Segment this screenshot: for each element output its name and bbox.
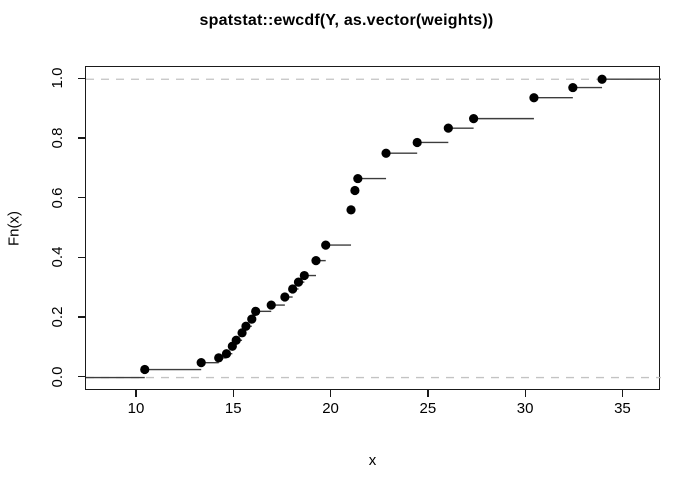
x-axis-tick — [427, 390, 429, 397]
data-point — [597, 74, 607, 84]
y-axis-tick-label: 0.0 — [49, 366, 66, 387]
data-point — [350, 185, 360, 196]
x-axis-tick-label: 35 — [614, 400, 631, 417]
data-point — [321, 240, 331, 250]
data-point — [346, 205, 356, 215]
y-axis-tick — [78, 375, 85, 378]
y-axis-tick — [78, 316, 85, 318]
y-axis-tick-label: 0.4 — [49, 246, 66, 268]
data-point — [469, 114, 479, 124]
data-point — [311, 256, 321, 266]
data-point — [412, 137, 422, 148]
y-axis-tick — [78, 137, 85, 139]
x-axis-tick — [329, 390, 332, 397]
x-axis-tick — [135, 390, 137, 397]
x-axis-label: x — [368, 452, 377, 469]
y-axis-tick — [78, 196, 85, 199]
x-axis-tick — [524, 390, 526, 397]
data-point — [266, 300, 276, 310]
plot-area — [85, 66, 661, 390]
data-point — [381, 148, 391, 158]
y-axis-tick — [78, 256, 85, 258]
data-point — [247, 314, 257, 324]
data-point — [353, 173, 363, 184]
data-point — [529, 93, 539, 103]
ecdf-plot-canvas — [86, 74, 661, 379]
y-axis-tick-label: 1.0 — [49, 67, 66, 89]
data-point — [251, 306, 261, 316]
y-axis-label: Fn(x) — [5, 211, 23, 246]
data-point — [299, 270, 309, 281]
chart-title: spatstat::ewcdf(Y, as.vector(weights)) — [199, 12, 494, 29]
data-point — [140, 364, 150, 375]
y-axis-tick-label: 0.6 — [49, 187, 66, 208]
x-axis-tick-label: 15 — [224, 400, 242, 417]
data-point — [214, 353, 224, 363]
x-axis-tick-label: 25 — [419, 400, 437, 417]
data-point — [231, 335, 241, 345]
x-axis-tick-label: 10 — [127, 400, 145, 417]
y-axis-tick — [78, 77, 85, 79]
x-axis-tick — [621, 390, 624, 397]
data-point — [196, 358, 206, 368]
data-point — [221, 349, 232, 359]
y-axis-tick-label: 0.8 — [49, 127, 66, 149]
x-axis-tick-label: 20 — [322, 400, 339, 417]
data-point — [293, 277, 304, 287]
x-axis-tick — [232, 390, 234, 397]
data-point — [443, 123, 453, 133]
data-point — [568, 82, 578, 93]
y-axis-tick-label: 0.2 — [49, 306, 66, 328]
data-point — [280, 292, 290, 302]
x-axis-tick-label: 30 — [516, 400, 534, 417]
data-point — [241, 321, 251, 331]
data-point — [288, 284, 298, 294]
